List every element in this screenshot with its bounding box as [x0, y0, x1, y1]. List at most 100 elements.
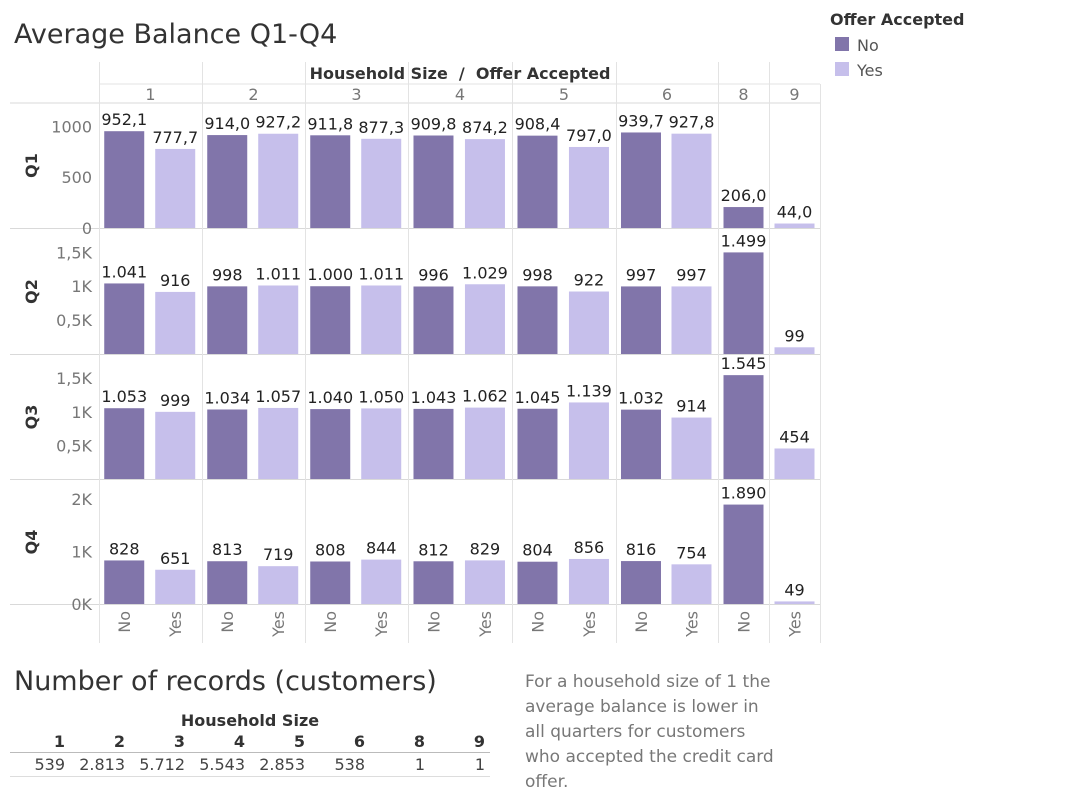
bar-value-label: 1.050 [358, 387, 404, 406]
bar-5-no [517, 408, 558, 479]
bar-value-label: 454 [779, 427, 810, 446]
bar-value-label: 998 [522, 265, 553, 284]
records-table-value: 2.813 [79, 755, 125, 774]
bar-1-no [104, 408, 145, 479]
bar-9-yes [774, 223, 815, 228]
quarter-label: Q2 [22, 279, 41, 304]
offer-axis-label: No [218, 611, 237, 633]
offer-axis-label: No [528, 611, 547, 633]
y-tick-label: 500 [61, 168, 92, 187]
bar-value-label: 829 [470, 539, 501, 558]
bar-1-yes [155, 569, 196, 604]
chart-title: Average Balance Q1-Q4 [14, 19, 337, 50]
quarter-labels: Q1 Q2 Q3 Q4 [22, 153, 41, 554]
bar-2-no [207, 286, 248, 354]
records-table-column: 5 [294, 732, 305, 751]
y-tick-label: 1000 [51, 117, 92, 136]
bar-value-label: 874,2 [462, 118, 508, 137]
records-table-value: 539 [34, 755, 65, 774]
bar-1-no [104, 131, 145, 228]
bar-3-no [310, 409, 351, 479]
bar-4-yes [464, 560, 505, 604]
bar-8-no [723, 207, 764, 228]
bar-value-label: 44,0 [777, 203, 813, 222]
bar-1-no [104, 560, 145, 604]
bar-4-no [413, 561, 454, 604]
bar-1-yes [155, 291, 196, 354]
bar-value-label: 1.053 [101, 387, 147, 406]
records-table-value: 1 [475, 755, 485, 774]
bar-value-label: 1.499 [721, 231, 767, 250]
bar-value-label: 804 [522, 541, 553, 560]
bar-3-yes [361, 408, 402, 479]
bar-2-no [207, 409, 248, 479]
offer-axis-label: No [115, 611, 134, 633]
bar-6-yes [671, 133, 712, 228]
bar-value-label: 914,0 [204, 114, 250, 133]
bar-value-label: 813 [212, 540, 243, 559]
bar-3-yes [361, 138, 402, 228]
bar-value-label: 1.057 [255, 387, 301, 406]
records-table: 1 539 2 2.813 3 5.712 4 5.543 5 2.853 6 538 8 1 9 1 [10, 732, 490, 777]
bar-value-label: 206,0 [721, 186, 767, 205]
bar-8-no [723, 375, 764, 479]
bar-5-no [517, 135, 558, 228]
offer-axis-label: No [735, 611, 754, 633]
bar-value-label: 877,3 [358, 118, 404, 137]
bar-value-label: 1.034 [204, 388, 250, 407]
records-table-column: 9 [474, 732, 485, 751]
bar-9-yes [774, 601, 815, 604]
quarter-label: Q3 [22, 405, 41, 430]
bar-value-label: 1.062 [462, 387, 508, 406]
bar-6-yes [671, 564, 712, 604]
bar-5-no [517, 286, 558, 354]
bar-value-label: 777,7 [152, 128, 198, 147]
quarter-label: Q1 [22, 153, 41, 178]
bar-value-label: 651 [160, 549, 191, 568]
records-table-column: 1 [54, 732, 65, 751]
bar-2-no [207, 135, 248, 228]
records-table-column: 4 [234, 732, 245, 751]
records-table-value: 5.712 [139, 755, 185, 774]
bar-2-no [207, 561, 248, 604]
bar-6-no [620, 561, 661, 604]
column-header: Household Size / Offer Accepted [310, 64, 611, 83]
household-size-ticks: 1 2 3 4 5 6 8 9 [145, 85, 799, 104]
bar-value-label: 816 [626, 540, 657, 559]
annotation-note-line: who accepted the credit card [525, 747, 774, 767]
bar-4-no [413, 135, 454, 228]
bar-value-label: 908,4 [515, 115, 561, 134]
bar-value-label: 914 [676, 397, 707, 416]
household-size-tick: 9 [789, 85, 799, 104]
records-table-value: 2.853 [259, 755, 305, 774]
bar-value-label: 1.890 [721, 484, 767, 503]
bar-value-label: 797,0 [566, 126, 612, 145]
records-table-column: 2 [114, 732, 125, 751]
bar-value-label: 927,2 [255, 113, 301, 132]
household-size-tick: 8 [738, 85, 748, 104]
household-size-tick: 4 [455, 85, 465, 104]
bar-5-yes [568, 558, 609, 604]
offer-axis-label: Yes [580, 611, 599, 638]
bar-value-label: 998 [212, 265, 243, 284]
bar-5-yes [568, 146, 609, 228]
bar-4-no [413, 286, 454, 354]
legend: Offer Accepted No Yes [830, 10, 964, 80]
bar-value-label: 997 [626, 265, 657, 284]
household-size-tick: 1 [145, 85, 155, 104]
bar-value-label: 1.029 [462, 263, 508, 282]
offer-axis-label: No [321, 611, 340, 633]
y-axis-ticks: 0 500 1000 0,5K 1K 1,5K 0,5K 1K 1,5K 0K 1K 2K [51, 117, 92, 614]
bar-5-no [517, 561, 558, 604]
bar-value-label: 828 [109, 539, 140, 558]
bar-value-label: 844 [366, 539, 397, 558]
bar-value-label: 999 [160, 391, 191, 410]
bar-8-no [723, 252, 764, 354]
bar-value-label: 99 [784, 326, 804, 345]
records-table-value: 5.543 [199, 755, 245, 774]
offer-axis-label: Yes [682, 611, 701, 638]
legend-title: Offer Accepted [830, 10, 964, 29]
household-size-tick: 3 [351, 85, 361, 104]
annotation-note-line: offer. [525, 772, 568, 792]
annotation-note: For a household size of 1 the average bal… [525, 672, 774, 792]
